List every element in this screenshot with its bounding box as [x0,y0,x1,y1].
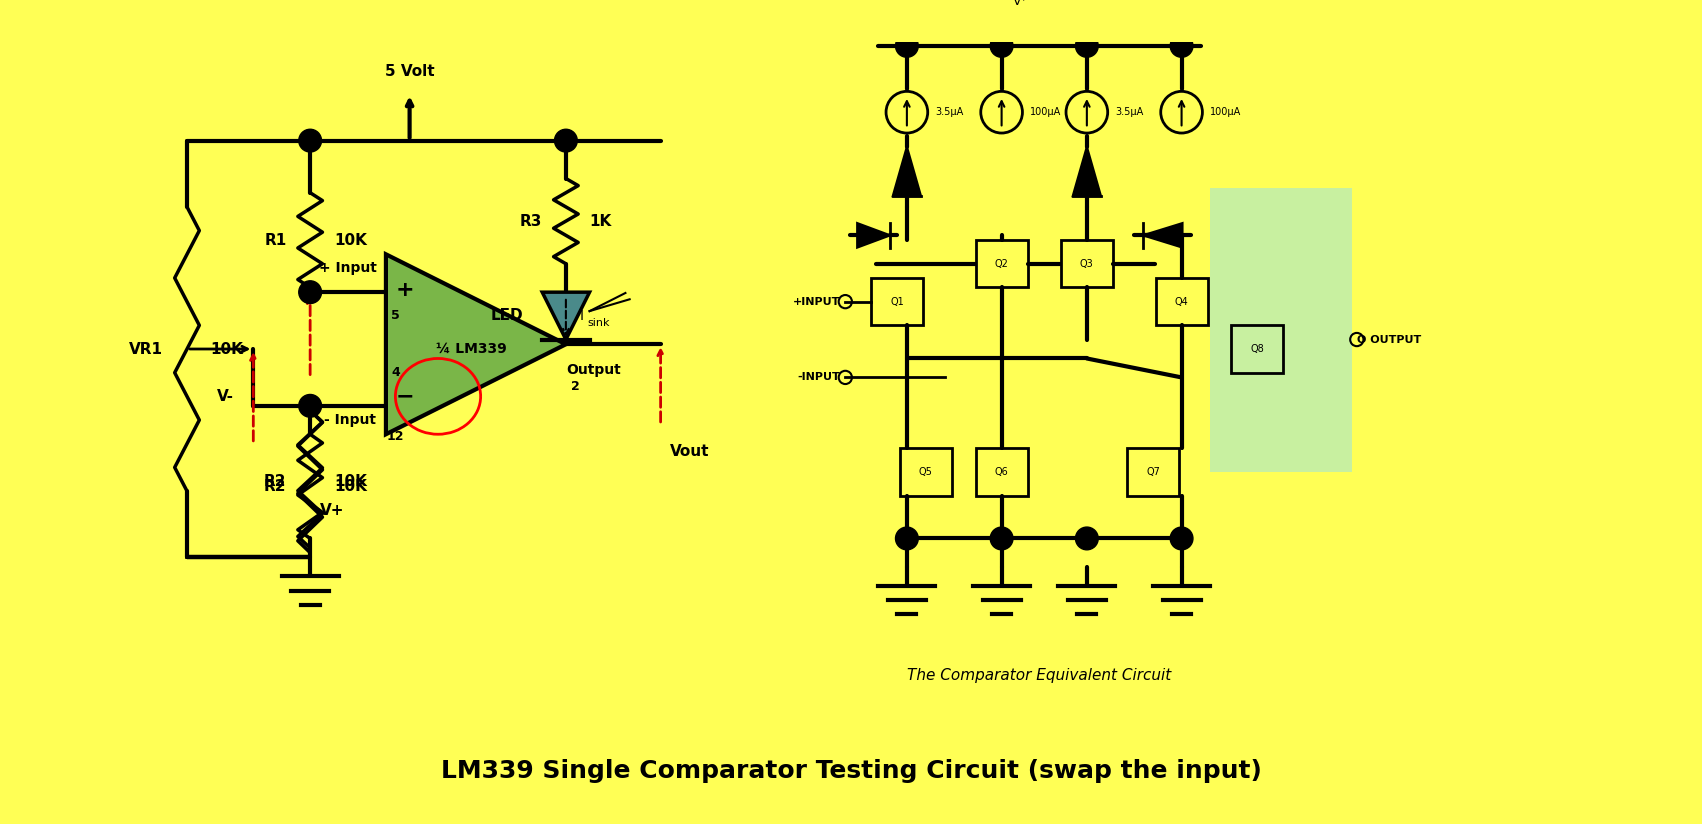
Polygon shape [386,255,565,434]
Text: V+: V+ [320,503,344,517]
Circle shape [300,281,322,303]
Text: +: + [395,280,414,300]
Text: -INPUT: -INPUT [798,372,841,382]
Circle shape [1076,527,1098,550]
Circle shape [1171,527,1193,550]
Text: 5 Volt: 5 Volt [385,64,434,79]
Text: sink: sink [587,318,611,329]
Text: V⁺: V⁺ [1013,0,1028,8]
Bar [900,448,951,496]
Bar [1231,325,1283,372]
Text: R2: R2 [264,474,286,489]
Circle shape [300,129,322,152]
Circle shape [300,395,322,417]
Bar [975,448,1028,496]
Circle shape [991,35,1013,57]
Text: + Input: + Input [318,261,376,275]
Circle shape [1171,35,1193,57]
Text: R2: R2 [264,479,286,494]
Bar [871,278,924,325]
Text: LM339 Single Comparator Testing Circuit (swap the input): LM339 Single Comparator Testing Circuit … [441,759,1261,783]
Text: 10K: 10K [334,479,366,494]
Text: Q6: Q6 [994,467,1009,477]
Text: 3: 3 [570,295,579,308]
Text: 10K: 10K [334,232,366,247]
Text: +INPUT: +INPUT [793,297,841,307]
Circle shape [895,35,919,57]
Polygon shape [1142,223,1183,248]
Text: Q5: Q5 [919,467,933,477]
Circle shape [1076,35,1098,57]
Text: 5: 5 [391,309,400,322]
Polygon shape [858,223,890,248]
Circle shape [895,527,919,550]
Text: R1: R1 [264,232,286,247]
Text: 2: 2 [570,381,579,393]
Text: 4: 4 [391,367,400,379]
Text: 12: 12 [386,429,403,442]
Text: R3: R3 [519,213,543,228]
Bar [1127,448,1179,496]
Text: Q1: Q1 [890,297,904,307]
Polygon shape [1072,147,1101,196]
Bar [1156,278,1208,325]
Bar [1060,240,1113,288]
Circle shape [991,527,1013,550]
Bar [975,240,1028,288]
Circle shape [555,129,577,152]
Text: Vout: Vout [671,444,710,459]
Text: O OUTPUT: O OUTPUT [1356,335,1421,344]
Text: Q4: Q4 [1174,297,1188,307]
Text: 3.5μA: 3.5μA [1115,107,1144,117]
Text: 100μA: 100μA [1210,107,1241,117]
Text: −: − [395,386,414,406]
Text: 10K: 10K [334,474,366,489]
Text: Q3: Q3 [1081,259,1094,269]
Text: ¼ LM339: ¼ LM339 [436,342,507,356]
FancyBboxPatch shape [1210,188,1351,472]
Text: Output: Output [565,363,621,377]
Text: I: I [580,309,584,323]
Text: - Input: - Input [325,413,376,427]
Text: VR1: VR1 [129,341,163,357]
Text: 10K: 10K [211,341,243,357]
Text: Q2: Q2 [994,259,1009,269]
Polygon shape [892,147,921,196]
Text: V-: V- [218,389,235,404]
Text: 3.5μA: 3.5μA [936,107,963,117]
Text: Q7: Q7 [1145,467,1161,477]
Text: 1K: 1K [589,213,611,228]
Polygon shape [543,293,589,339]
Text: The Comparator Equivalent Circuit: The Comparator Equivalent Circuit [907,668,1171,683]
Text: LED: LED [490,308,523,323]
Text: 100μA: 100μA [1030,107,1062,117]
Text: Q8: Q8 [1251,344,1265,354]
